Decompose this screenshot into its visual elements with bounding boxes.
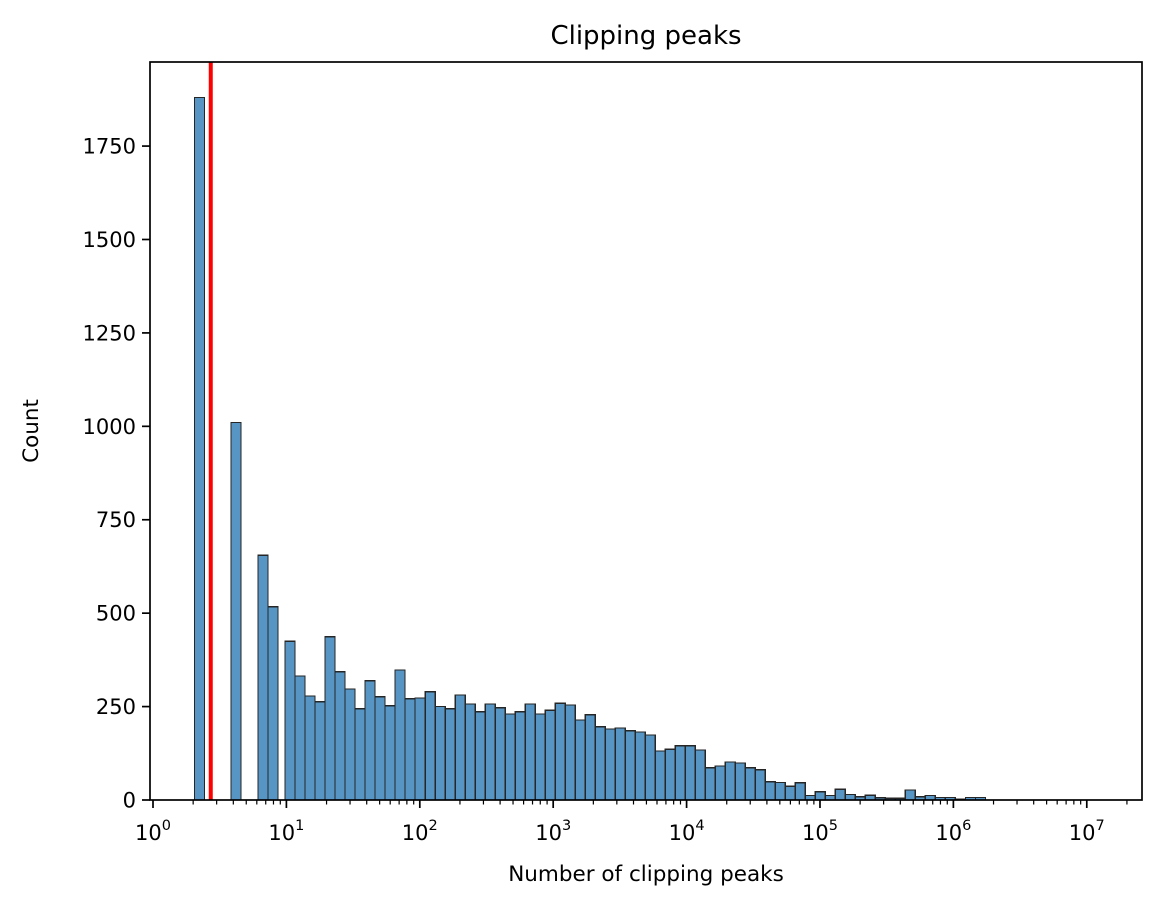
histogram-bar xyxy=(544,709,556,801)
histogram-bar xyxy=(774,781,786,801)
x-tick-label: 103 xyxy=(535,818,571,845)
histogram-bar xyxy=(604,728,616,801)
histogram-bar xyxy=(394,669,406,801)
histogram-bar xyxy=(734,762,746,801)
y-axis-ticks: 0 250 500 750 1000 1250 1500 1750 xyxy=(83,135,150,813)
histogram-bar xyxy=(284,640,296,801)
histogram-bar xyxy=(624,730,636,801)
histogram-bar xyxy=(304,695,316,801)
histogram-bar xyxy=(754,769,766,801)
x-tick-label: 104 xyxy=(669,818,705,845)
histogram-bar xyxy=(334,671,346,801)
x-tick-label: 107 xyxy=(1069,818,1105,845)
histogram-bar xyxy=(314,701,326,801)
histogram-bar xyxy=(794,782,806,801)
histogram-bar xyxy=(294,675,306,801)
histogram-bar xyxy=(554,702,566,801)
chart-title: Clipping peaks xyxy=(550,21,741,51)
histogram-bar xyxy=(644,734,656,801)
histogram-bar xyxy=(384,705,396,801)
histogram-bar xyxy=(744,767,756,801)
histogram-bar xyxy=(694,749,706,801)
histogram-bar xyxy=(614,727,626,801)
histogram-bar xyxy=(654,750,666,801)
y-tick-label: 1250 xyxy=(83,321,136,345)
histogram-bar xyxy=(834,788,846,801)
y-tick-label: 750 xyxy=(96,508,136,532)
histogram-bar xyxy=(424,691,436,801)
histogram-bar xyxy=(564,704,576,801)
histogram-bar xyxy=(814,791,826,801)
histogram-bar xyxy=(414,697,426,801)
histogram-bar xyxy=(674,745,686,801)
histogram-bar xyxy=(634,731,646,801)
x-tick-label: 105 xyxy=(802,818,838,845)
y-tick-label: 1750 xyxy=(83,135,136,159)
histogram-bar xyxy=(444,708,456,801)
y-tick-label: 0 xyxy=(123,789,136,813)
histogram-bar xyxy=(354,708,366,801)
histogram-bar xyxy=(257,554,269,801)
x-axis-label: Number of clipping peaks xyxy=(508,862,784,887)
x-tick-label: 101 xyxy=(268,818,304,845)
histogram-bar xyxy=(584,714,596,801)
histogram-bar xyxy=(764,781,776,801)
histogram-bar xyxy=(684,745,696,801)
y-tick-label: 250 xyxy=(96,695,136,719)
histogram-bar xyxy=(454,694,466,801)
histogram-bar xyxy=(904,789,916,801)
y-tick-label: 1000 xyxy=(83,415,136,439)
histogram-bar xyxy=(574,719,586,801)
histogram-bar xyxy=(664,748,676,801)
x-tick-label: 100 xyxy=(135,818,171,845)
y-tick-label: 500 xyxy=(96,602,136,626)
y-axis-label: Count xyxy=(19,399,44,463)
histogram-bar xyxy=(534,713,546,801)
histogram-bar xyxy=(504,713,516,801)
histogram-bar xyxy=(474,711,486,801)
x-axis-ticks: 100 101 102 103 104 105 106 107 xyxy=(135,800,1128,845)
histogram-bar xyxy=(484,703,496,801)
histogram-bar xyxy=(594,726,606,801)
histogram-bar xyxy=(784,785,796,801)
histogram-bar xyxy=(324,636,336,801)
histogram-bar xyxy=(704,767,716,801)
histogram-bar xyxy=(344,688,356,801)
bars-layer xyxy=(193,96,987,801)
histogram-bar xyxy=(714,765,726,801)
histogram-bar xyxy=(434,705,446,801)
histogram-bar xyxy=(524,703,536,801)
histogram-bar xyxy=(374,696,386,801)
histogram-bar xyxy=(514,711,526,801)
histogram-bar xyxy=(404,698,416,801)
histogram-bar xyxy=(724,761,736,801)
x-tick-label: 102 xyxy=(402,818,438,845)
histogram-bar xyxy=(364,680,376,801)
y-tick-label: 1500 xyxy=(83,228,136,252)
x-tick-label: 106 xyxy=(935,818,971,845)
histogram-bar xyxy=(464,703,476,801)
histogram-bar xyxy=(230,421,242,801)
histogram-bar xyxy=(267,606,279,801)
histogram-bar xyxy=(193,96,206,801)
histogram-bar xyxy=(494,707,506,801)
